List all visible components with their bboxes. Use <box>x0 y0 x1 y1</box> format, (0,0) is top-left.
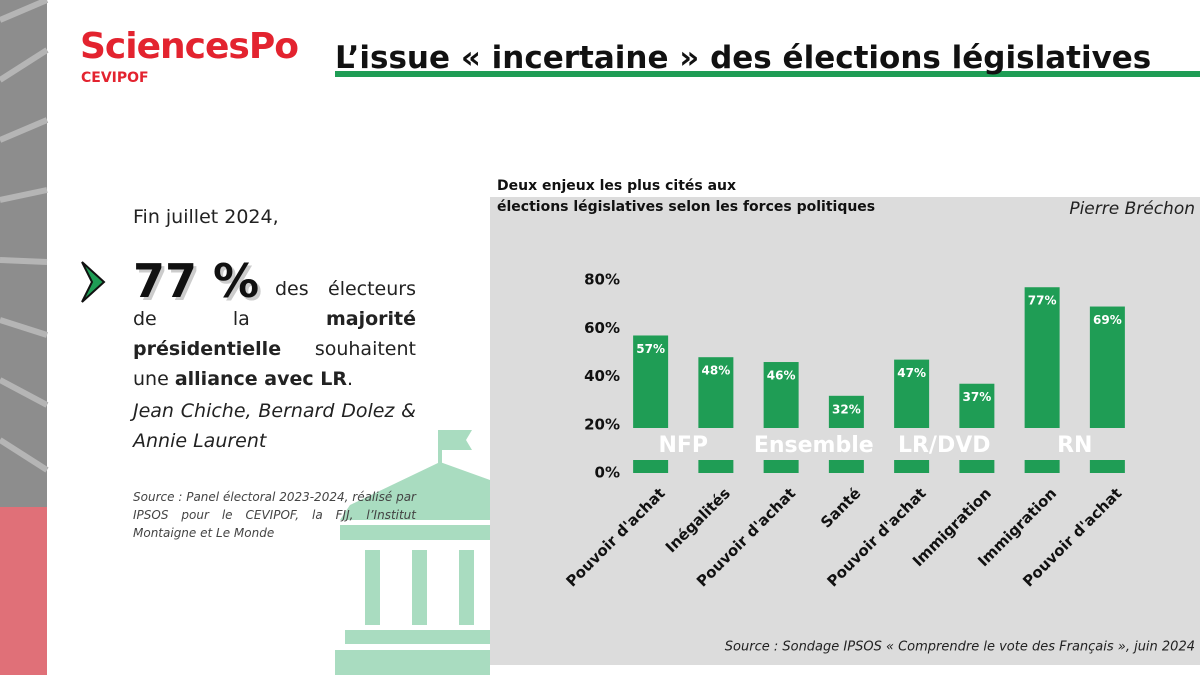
statement-text: souhaitent une <box>133 338 416 390</box>
y-tick-label: 80% <box>584 271 620 289</box>
value-label: 69% <box>1093 313 1122 327</box>
key-stat: 77 % <box>133 254 260 308</box>
group-label-box <box>756 428 871 460</box>
chart-author: Pierre Bréchon <box>1069 199 1195 219</box>
value-label: 32% <box>832 402 861 416</box>
source: Source : Panel électoral 2023-2024, réal… <box>133 490 416 540</box>
logo: SciencesPo <box>80 26 299 67</box>
statement-bold: majorité présidentielle <box>133 308 416 360</box>
statement: des électeurs de la majorité présidentie… <box>133 274 416 394</box>
arrow-icon <box>81 261 106 303</box>
chart-source: Source : Sondage IPSOS « Comprendre le v… <box>725 640 1195 655</box>
statement-text: . <box>347 368 354 390</box>
chart-title: Deux enjeux les plus cités aux élections … <box>497 178 875 215</box>
page-title: L’issue « incertaine » des élections lég… <box>335 40 1152 76</box>
authors: Jean Chiche, Bernard Dolez & Annie Laure… <box>133 400 416 452</box>
building-icon <box>335 430 490 675</box>
group-label-box <box>1017 428 1132 460</box>
value-label: 77% <box>1028 294 1057 308</box>
statement-bold: alliance avec LR <box>174 368 348 390</box>
value-label: 48% <box>702 364 731 378</box>
y-tick-label: 0% <box>595 464 620 482</box>
side-strip <box>0 0 47 507</box>
group-label: LR/DVD <box>898 433 991 458</box>
chart-title-line: élections législatives selon les forces … <box>497 199 875 215</box>
value-label: 37% <box>963 390 992 404</box>
group-label-box <box>626 428 741 460</box>
value-label: 47% <box>897 366 926 380</box>
statement-text: des électeurs de la <box>133 278 416 330</box>
y-tick-label: 20% <box>584 415 620 433</box>
side-stripes <box>0 0 49 473</box>
group-label-box <box>887 428 1002 460</box>
logo-subtitle: CEVIPOF <box>81 70 149 86</box>
group-label: NFP <box>658 433 708 458</box>
group-label: Ensemble <box>754 433 874 458</box>
y-tick-label: 40% <box>584 367 620 385</box>
intro: Fin juillet 2024, <box>133 206 279 228</box>
chart-title-line: Deux enjeux les plus cités aux <box>497 178 736 194</box>
value-label: 46% <box>767 369 796 383</box>
value-label: 57% <box>636 342 665 356</box>
y-tick-label: 60% <box>584 319 620 337</box>
side-block <box>0 507 47 675</box>
group-label: RN <box>1057 433 1092 458</box>
